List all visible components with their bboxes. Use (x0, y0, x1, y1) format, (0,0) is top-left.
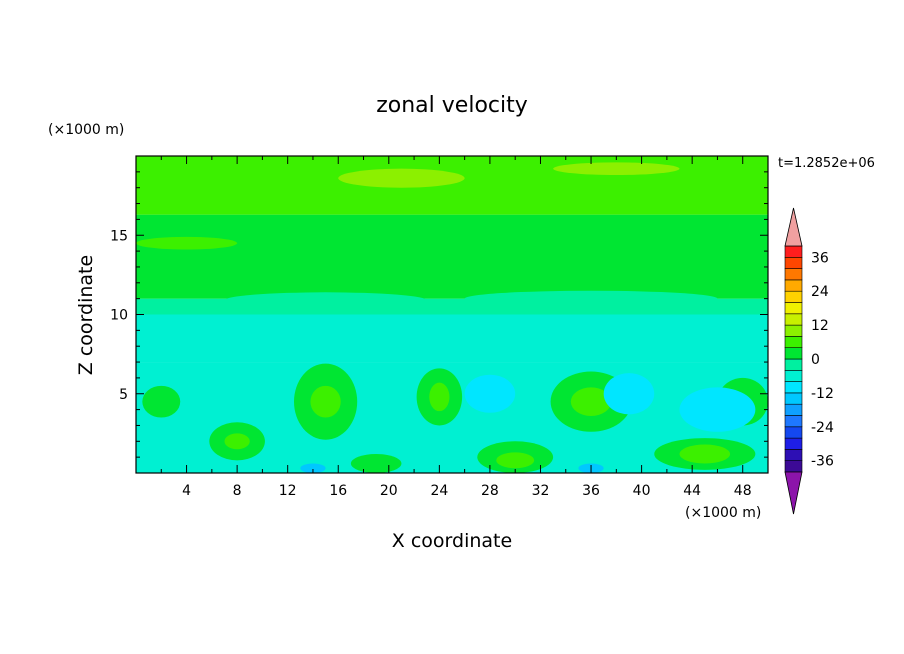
colorbar-swatch (784, 369, 803, 382)
contour-cell-16 (496, 452, 535, 469)
contour-cell-19 (350, 453, 402, 473)
colorbar-swatch (784, 415, 803, 428)
x-tick-label: 4 (182, 483, 191, 499)
colorbar-swatch (784, 256, 803, 269)
x-tick-label: 40 (633, 483, 651, 499)
colorbar-swatch (784, 245, 803, 258)
contour-cell-13 (142, 385, 181, 418)
contour-cell-6 (310, 385, 341, 418)
colorbar-swatch (784, 313, 803, 326)
colorbar-swatch (784, 268, 803, 281)
time-label: t=1.2852e+06 (778, 156, 875, 171)
colorbar-swatch (784, 403, 803, 416)
x-tick-label: 16 (329, 483, 347, 499)
x-unit-label: (×1000 m) (685, 505, 761, 521)
colorbar-swatch (784, 324, 803, 337)
contour-cell-20 (679, 387, 756, 432)
colorbar-swatch (784, 358, 803, 371)
colorbar-swatch (784, 336, 803, 348)
colorbar-swatch (784, 279, 803, 292)
y-tick-label: 15 (110, 228, 128, 244)
contour-layer-3 (136, 214, 768, 299)
x-axis-label: X coordinate (392, 530, 512, 552)
contour-field (136, 156, 768, 473)
colorbar-swatch (784, 437, 803, 450)
contour-cell-0 (338, 168, 465, 188)
y-tick-label: 10 (110, 308, 128, 324)
colorbar-tick-label: 12 (811, 318, 829, 334)
x-tick-label: 24 (430, 483, 448, 499)
contour-cell-1 (553, 162, 680, 176)
x-tick-label: 44 (683, 483, 701, 499)
contour-cell-2 (136, 236, 238, 250)
colorbar-swatch (784, 426, 803, 439)
contour-cell-4 (464, 290, 718, 307)
contour-cell-21 (603, 373, 655, 415)
colorbar-swatch (784, 392, 803, 405)
colorbar-tick-label: -36 (811, 454, 834, 470)
colorbar-tick-label: 24 (811, 284, 829, 300)
colorbar-swatch (784, 302, 803, 315)
x-tick-label: 28 (481, 483, 499, 499)
y-unit-label: (×1000 m) (48, 122, 124, 138)
colorbar-swatch (784, 290, 803, 303)
contour-cell-8 (429, 382, 450, 412)
contour-cell-23 (300, 463, 326, 473)
colorbar: 36 24 12 0 -12 -24 -36 (784, 207, 834, 515)
colorbar-tick-label: -12 (811, 386, 834, 402)
colorbar-swatch (784, 381, 803, 394)
colorbar-swatch (784, 460, 803, 473)
colorbar-under-arrow (784, 471, 803, 515)
colorbar-swatch (784, 449, 803, 461)
colorbar-over-arrow (784, 207, 803, 247)
x-tick-label: 48 (734, 483, 752, 499)
contour-layer-1 (136, 314, 768, 363)
x-tick-label: 20 (380, 483, 398, 499)
colorbar-tick-label: 36 (811, 250, 829, 266)
contour-cell-12 (224, 433, 250, 450)
contour-layer-4 (136, 156, 768, 215)
x-tick-label: 32 (532, 483, 550, 499)
colorbar-tick-label: 0 (811, 352, 820, 368)
colorbar-swatch (784, 347, 803, 360)
y-tick-label: 5 (119, 387, 128, 403)
chart-title: zonal velocity (376, 93, 528, 118)
contour-cell-22 (464, 374, 516, 413)
y-axis-label: Z coordinate (75, 255, 97, 375)
contour-cell-18 (679, 444, 731, 464)
x-tick-label: 8 (233, 483, 242, 499)
contour-cell-3 (224, 292, 427, 309)
x-tick-label: 36 (582, 483, 600, 499)
colorbar-tick-label: -24 (811, 420, 834, 436)
x-tick-label: 12 (279, 483, 297, 499)
contour-cell-10 (570, 387, 612, 416)
